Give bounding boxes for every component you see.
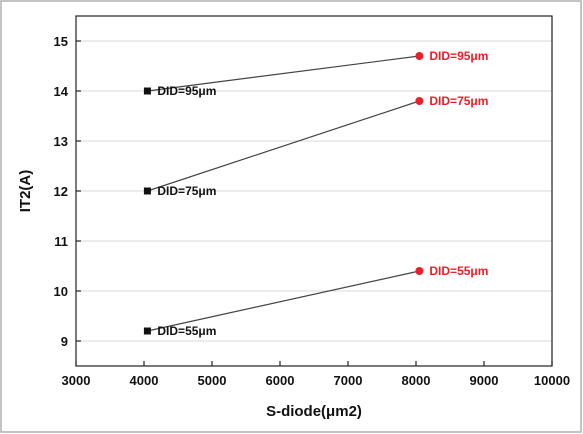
y-tick-label: 15 <box>54 34 68 49</box>
x-tick-label: 9000 <box>470 373 499 388</box>
connector-line <box>147 270 420 332</box>
x-tick-label: 5000 <box>198 373 227 388</box>
square-point <box>143 187 151 195</box>
y-tick-label: 9 <box>61 334 68 349</box>
connector-line <box>147 100 420 192</box>
circle-point-label: DID=75μm <box>429 94 488 108</box>
x-tick-label: 3000 <box>62 373 91 388</box>
grid <box>76 40 552 342</box>
square-point-label: DID=55μm <box>157 324 216 338</box>
x-tick-label: 10000 <box>534 373 570 388</box>
square-point-label: DID=75μm <box>157 184 216 198</box>
x-tick-label: 4000 <box>130 373 159 388</box>
x-tick-label: 8000 <box>402 373 431 388</box>
data-points: DID=95μm DID=95μm DID=75μm DID=75μm DID=55μm… <box>143 49 488 338</box>
y-tick-label: 12 <box>54 184 68 199</box>
y-tick-label: 13 <box>54 134 68 149</box>
y-axis-title: IT2(A) <box>17 170 34 213</box>
y-tick-label: 14 <box>54 84 69 99</box>
x-tick-label: 6000 <box>266 373 295 388</box>
square-point <box>143 327 151 335</box>
y-tick-label: 11 <box>54 234 68 249</box>
connector-line <box>147 55 420 92</box>
connector-lines <box>147 55 420 332</box>
x-axis-title: S-diode(μm2) <box>266 403 362 420</box>
circle-point <box>415 97 424 105</box>
circle-point <box>415 267 424 275</box>
axis-ticks: 9 10 11 12 13 14 15 3000 4000 5000 6000 7000 8000 900… <box>54 34 571 388</box>
circle-point-label: DID=95μm <box>429 49 488 63</box>
circle-point-label: DID=55μm <box>429 264 488 278</box>
square-point-label: DID=95μm <box>157 84 216 98</box>
y-tick-label: 10 <box>54 284 68 299</box>
circle-point <box>415 52 424 60</box>
square-point <box>143 87 151 95</box>
x-tick-label: 7000 <box>334 373 363 388</box>
